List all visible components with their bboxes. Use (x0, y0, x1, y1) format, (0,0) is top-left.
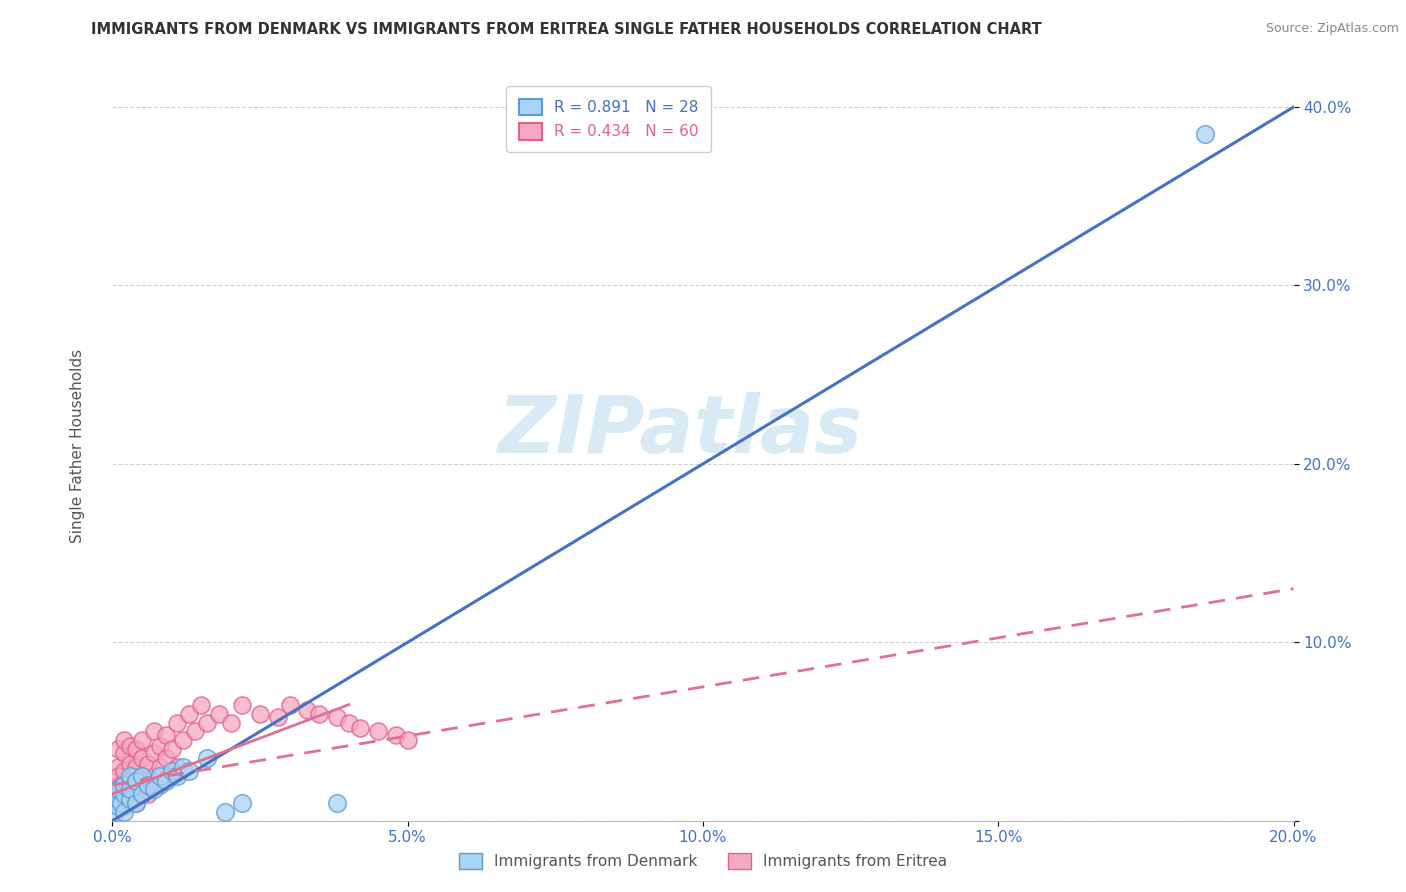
Point (195, 751, 218, 765)
Point (149, 760, 172, 774)
Point (120, 769, 142, 783)
Point (326, 796, 349, 810)
Point (231, 796, 253, 810)
Point (112, 764, 135, 778)
Legend: R = 0.891   N = 28, R = 0.434   N = 60: R = 0.891 N = 28, R = 0.434 N = 60 (506, 87, 710, 152)
Point (120, 781, 142, 796)
Point (166, 769, 188, 783)
Point (107, 760, 129, 774)
Point (337, 715, 360, 730)
Point (149, 769, 172, 783)
Point (367, 724, 389, 739)
Point (136, 778, 159, 792)
Point (166, 715, 188, 730)
Point (179, 764, 201, 778)
Point (160, 742, 183, 756)
Point (112, 746, 135, 760)
Point (125, 760, 148, 774)
Point (107, 742, 129, 756)
Point (155, 751, 177, 765)
Point (112, 805, 135, 819)
Point (125, 778, 148, 792)
Point (195, 715, 218, 730)
Point (142, 769, 165, 783)
Point (107, 792, 129, 806)
Point (190, 698, 212, 712)
Point (107, 769, 129, 783)
Point (160, 769, 183, 783)
Point (166, 760, 188, 774)
Point (120, 756, 142, 771)
Point (214, 805, 236, 819)
Point (107, 787, 129, 801)
Point (297, 703, 319, 717)
Point (142, 746, 165, 760)
Point (136, 756, 159, 771)
Point (349, 721, 371, 735)
Point (120, 792, 142, 806)
Point (155, 728, 177, 742)
Point (219, 715, 242, 730)
Point (160, 764, 183, 778)
Point (131, 733, 153, 747)
Point (278, 698, 301, 712)
Point (155, 774, 177, 789)
Point (249, 706, 271, 721)
Point (112, 733, 135, 747)
Point (125, 796, 148, 810)
Point (131, 751, 153, 765)
Point (120, 781, 142, 796)
Point (172, 760, 194, 774)
Point (125, 796, 148, 810)
Point (142, 724, 165, 739)
Point (112, 778, 135, 792)
Point (172, 733, 194, 747)
Point (184, 724, 207, 739)
Point (112, 787, 135, 801)
Point (308, 706, 330, 721)
Point (110, 796, 132, 810)
Point (326, 710, 349, 724)
Text: IMMIGRANTS FROM DENMARK VS IMMIGRANTS FROM ERITREA SINGLE FATHER HOUSEHOLDS CORR: IMMIGRANTS FROM DENMARK VS IMMIGRANTS FR… (91, 22, 1042, 37)
Point (131, 787, 153, 801)
Point (231, 698, 253, 712)
Point (267, 710, 290, 724)
Point (110, 778, 132, 792)
Text: ZIPatlas: ZIPatlas (496, 392, 862, 470)
Point (142, 781, 165, 796)
Point (104, 796, 127, 810)
Point (385, 728, 408, 742)
Point (112, 781, 135, 796)
Point (107, 799, 129, 814)
Point (120, 774, 142, 789)
Point (396, 733, 419, 747)
Point (120, 739, 142, 753)
Point (107, 778, 129, 792)
Point (104, 805, 127, 819)
Point (136, 787, 159, 801)
Point (208, 706, 231, 721)
Point (131, 769, 153, 783)
Text: Source: ZipAtlas.com: Source: ZipAtlas.com (1265, 22, 1399, 36)
Text: Single Father Households: Single Father Households (70, 349, 84, 543)
Point (179, 706, 201, 721)
Point (125, 774, 148, 789)
Point (149, 739, 172, 753)
Point (136, 778, 159, 792)
Point (107, 781, 129, 796)
Legend: Immigrants from Denmark, Immigrants from Eritrea: Immigrants from Denmark, Immigrants from… (453, 847, 953, 875)
Point (125, 742, 148, 756)
Point (112, 799, 135, 814)
Point (120, 792, 142, 806)
Point (149, 778, 172, 792)
Point (1194, 127, 1216, 141)
Point (112, 787, 135, 801)
Point (131, 769, 153, 783)
Point (131, 787, 153, 801)
